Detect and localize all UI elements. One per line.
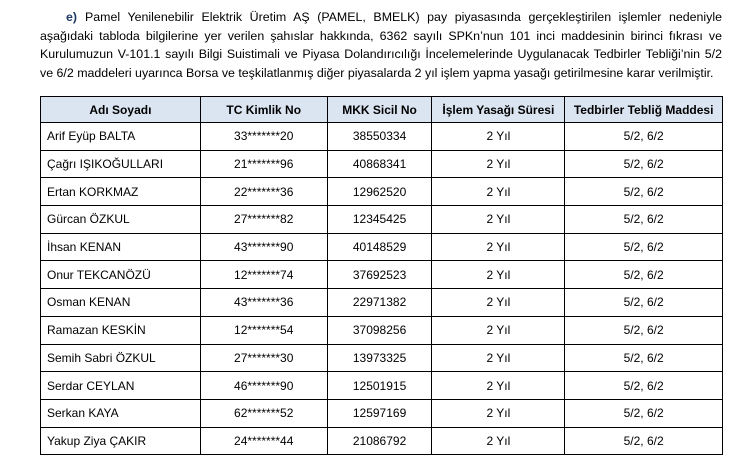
table-cell: 5/2, 6/2 [564, 149, 723, 179]
table-cell: 2 Yıl [431, 343, 566, 373]
table-cell: 12345425 [326, 205, 433, 234]
table-row: Serdar CEYLAN 46*******90 12501915 2 Yıl 5/2… [40, 371, 723, 400]
table-cell: 5/2, 6/2 [564, 343, 723, 373]
table-cell: Serkan KAYA [40, 398, 201, 428]
table-cell: 2 Yıl [431, 315, 566, 345]
table-cell: 12597169 [326, 398, 433, 428]
table-cell: 5/2, 6/2 [564, 371, 723, 400]
table-cell: 2 Yıl [431, 232, 566, 262]
table-cell: 24*******44 [199, 426, 328, 456]
table-cell: 37692523 [326, 260, 433, 290]
table-cell: Onur TEKCANÖZÜ [40, 260, 201, 290]
header-cell: TC Kimlik No [199, 96, 328, 123]
table-row: Gürcan ÖZKUL 27*******82 12345425 2 Yıl 5/2,… [40, 205, 723, 234]
table-cell: 37098256 [326, 315, 433, 345]
table-cell: 2 Yıl [431, 177, 566, 207]
table-cell: 33*******20 [199, 122, 328, 151]
table-cell: 13973325 [326, 343, 433, 373]
table-row: Onur TEKCANÖZÜ 12*******74 37692523 2 Yıl 5/… [40, 260, 723, 290]
table-cell: 40148529 [326, 232, 433, 262]
paragraph-label: e) [66, 10, 78, 24]
table-cell: 5/2, 6/2 [564, 122, 723, 151]
header-cell: Adı Soyadı [40, 96, 201, 123]
table-row: Yakup Ziya ÇAKIR 24*******44 21086792 2 Yıl… [40, 426, 723, 456]
table-cell: 22971382 [326, 288, 433, 317]
table-cell: İhsan KENAN [40, 232, 201, 262]
table-cell: 12501915 [326, 371, 433, 400]
table-cell: 46*******90 [199, 371, 328, 400]
table-cell: Serdar CEYLAN [40, 371, 201, 400]
table-row: Serkan KAYA 62*******52 12597169 2 Yıl 5/2, … [40, 398, 723, 428]
table-cell: 2 Yıl [431, 371, 566, 400]
table-cell: 43*******36 [199, 288, 328, 317]
table-cell: Semih Sabri ÖZKUL [40, 343, 201, 373]
table-row: İhsan KENAN 43*******90 40148529 2 Yıl 5/2, … [40, 232, 723, 262]
table-cell: 2 Yıl [431, 205, 566, 234]
table-cell: 2 Yıl [431, 398, 566, 428]
table-cell: 2 Yıl [431, 288, 566, 317]
table-cell: 5/2, 6/2 [564, 205, 723, 234]
table-cell: Ramazan KESKİN [40, 315, 201, 345]
table-cell: 12*******74 [199, 260, 328, 290]
header-cell: MKK Sicil No [326, 96, 433, 123]
table-cell: 43*******90 [199, 232, 328, 262]
table-row: Osman KENAN 43*******36 22971382 2 Yıl 5/2, … [40, 288, 723, 317]
table-cell: 27*******30 [199, 343, 328, 373]
table-cell: Çağrı IŞIKOĞULLARI [40, 149, 201, 179]
table-row: Arif Eyüp BALTA 33*******20 38550334 2 Yıl 5… [40, 122, 723, 151]
table-cell: 22*******36 [199, 177, 328, 207]
table-cell: 12*******54 [199, 315, 328, 345]
table-body: Arif Eyüp BALTA 33*******20 38550334 2 Yıl 5… [40, 122, 723, 456]
table-cell: 12962520 [326, 177, 433, 207]
table-cell: 40868341 [326, 149, 433, 179]
table-cell: 21*******96 [199, 149, 328, 179]
table-cell: Ertan KORKMAZ [40, 177, 201, 207]
table-cell: Osman KENAN [40, 288, 201, 317]
table-cell: 21086792 [326, 426, 433, 456]
table: Adı Soyadı TC Kimlik No MKK Sicil No İşlem … [40, 96, 723, 456]
table-cell: 27*******82 [199, 205, 328, 234]
table-cell: 38550334 [326, 122, 433, 151]
header-row: Adı Soyadı TC Kimlik No MKK Sicil No İşlem … [40, 96, 723, 123]
table-row: Ramazan KESKİN 12*******54 37098256 2 Yıl 5/… [40, 315, 723, 345]
table-cell: 2 Yıl [431, 122, 566, 151]
table-cell: 2 Yıl [431, 260, 566, 290]
paragraph-text: Pamel Yenilenebilir Elektrik Üretim AŞ (… [40, 10, 722, 80]
table-cell: 5/2, 6/2 [564, 315, 723, 345]
table-cell: Yakup Ziya ÇAKIR [40, 426, 201, 456]
table-cell: 2 Yıl [431, 426, 566, 456]
table-cell: 5/2, 6/2 [564, 232, 723, 262]
table-cell: 62*******52 [199, 398, 328, 428]
header-cell: Tedbirler Tebliğ Maddesi [564, 96, 723, 123]
table-cell: 5/2, 6/2 [564, 288, 723, 317]
table-cell: 5/2, 6/2 [564, 177, 723, 207]
paragraph: e) Pamel Yenilenebilir Elektrik Üretim AŞ… [40, 8, 722, 82]
table-row: Semih Sabri ÖZKUL 27*******30 13973325 2 Yı… [40, 343, 723, 373]
table-row: Ertan KORKMAZ 22*******36 12962520 2 Yıl 5/2… [40, 177, 723, 207]
table-cell: Arif Eyüp BALTA [40, 122, 201, 151]
table-cell: 5/2, 6/2 [564, 260, 723, 290]
header-cell: İşlem Yasağı Süresi [431, 96, 566, 123]
table-cell: Gürcan ÖZKUL [40, 205, 201, 234]
table-row: Çağrı IŞIKOĞULLARI 21*******96 40868341 2 Y… [40, 149, 723, 179]
table-cell: 5/2, 6/2 [564, 398, 723, 428]
table-cell: 2 Yıl [431, 149, 566, 179]
table-cell: 5/2, 6/2 [564, 426, 723, 456]
